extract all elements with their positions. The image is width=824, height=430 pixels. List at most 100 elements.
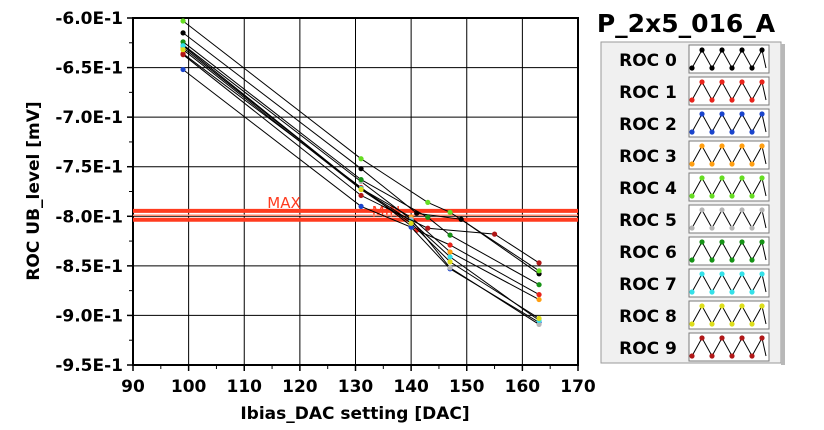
y-tick-label: -8.0E-1 (55, 207, 123, 227)
data-point (408, 220, 414, 226)
legend-swatch-marker (759, 207, 765, 213)
y-axis-title: ROC UB_level [mV] (24, 101, 44, 280)
legend-swatch-marker (759, 239, 765, 245)
legend-swatch-marker (729, 97, 735, 103)
legend-swatch-marker (709, 161, 715, 167)
legend-swatch-marker (749, 257, 755, 263)
data-point (358, 156, 364, 162)
x-tick-label: 130 (338, 377, 374, 397)
legend-swatch-marker (709, 129, 715, 135)
data-point (358, 203, 364, 209)
reference-label-max: MAX (267, 194, 300, 212)
legend-swatch-marker (709, 289, 715, 295)
legend-swatch-marker (739, 47, 745, 53)
y-tick-label: -8.5E-1 (55, 257, 123, 277)
data-point (180, 39, 186, 45)
data-point (358, 186, 364, 193)
legend-swatch-marker (689, 129, 695, 135)
legend-swatch-marker (709, 321, 715, 327)
legend-swatch-marker (749, 353, 755, 359)
data-point (180, 52, 186, 58)
legend-swatch-marker (689, 321, 695, 327)
data-point (536, 296, 542, 303)
legend-swatch-marker (739, 111, 745, 117)
legend-entry-9: ROC 9 (619, 332, 770, 362)
legend-swatch-marker (739, 79, 745, 85)
data-point (536, 321, 542, 327)
legend-swatch-marker (689, 97, 695, 103)
y-tick-label: -9.0E-1 (55, 306, 123, 326)
legend-swatch-marker (749, 289, 755, 295)
legend-swatch-marker (739, 271, 745, 277)
legend-swatch-marker (739, 175, 745, 181)
legend-swatch-marker (739, 207, 745, 213)
x-axis-title: Ibias_DAC setting [DAC] (240, 404, 469, 424)
legend-label: ROC 3 (619, 147, 677, 167)
legend-swatch-marker (749, 129, 755, 135)
data-point (358, 166, 364, 172)
legend-entry-1: ROC 1 (619, 76, 770, 106)
legend-swatch-marker (699, 175, 705, 181)
legend-swatch-marker (689, 193, 695, 199)
legend-label: ROC 2 (619, 115, 677, 135)
legend-entry-8: ROC 8 (619, 300, 770, 330)
legend-swatch-marker (719, 47, 725, 53)
data-point (447, 259, 453, 265)
legend-swatch-marker (689, 353, 695, 359)
legend-swatch-marker (709, 65, 715, 71)
legend-swatch-marker (759, 271, 765, 277)
legend-swatch-marker (749, 65, 755, 71)
legend-swatch-marker (759, 79, 765, 85)
legend-swatch-marker (699, 271, 705, 277)
legend-swatch-marker (739, 239, 745, 245)
legend-swatch-marker (729, 289, 735, 295)
legend-swatch-marker (699, 79, 705, 85)
legend-swatch-marker (749, 321, 755, 327)
legend-swatch-marker (699, 111, 705, 117)
series-roc-9 (180, 52, 542, 266)
data-point (447, 232, 453, 238)
series-roc-6 (180, 39, 542, 288)
legend-swatch-marker (719, 239, 725, 245)
x-tick-label: 110 (227, 377, 263, 397)
y-tick-label: -7.5E-1 (55, 158, 123, 178)
legend-label: ROC 9 (619, 339, 677, 359)
data-point (447, 242, 453, 248)
legend-swatch-marker (729, 129, 735, 135)
legend-swatch-marker (729, 193, 735, 199)
x-tick-label: 140 (393, 377, 429, 397)
x-tick-label: 170 (560, 377, 596, 397)
legend-swatch-marker (709, 193, 715, 199)
legend-swatch-marker (739, 303, 745, 309)
legend-swatch-marker (759, 335, 765, 341)
legend-swatch-marker (699, 47, 705, 53)
legend-swatch-marker (729, 257, 735, 263)
legend-swatch-marker (699, 335, 705, 341)
data-point (491, 231, 498, 237)
legend-swatch-marker (699, 303, 705, 309)
series-roc-8 (180, 47, 542, 322)
legend-shadow (781, 44, 785, 365)
data-point (180, 43, 186, 49)
data-point (447, 254, 453, 260)
legend-label: ROC 7 (619, 275, 677, 295)
grid (133, 18, 578, 365)
data-point (180, 30, 186, 36)
data-point (536, 268, 542, 274)
legend-swatch-marker (689, 257, 695, 263)
legend-swatch-marker (729, 225, 735, 231)
legend-swatch-marker (739, 143, 745, 149)
legend-swatch-marker (749, 97, 755, 103)
legend-swatch-marker (759, 143, 765, 149)
legend-label: ROC 5 (619, 211, 677, 231)
series-roc-4 (180, 18, 542, 274)
y-axis-ticks: -6.0E-1 -6.5E-1 -7.0E-1 -7.5E-1 -8.0E-1 -8.5E… (55, 9, 133, 376)
legend-label: ROC 8 (619, 307, 677, 327)
legend-swatch-marker (749, 161, 755, 167)
legend-entry-5: ROC 5 (619, 204, 770, 234)
legend-label: ROC 6 (619, 243, 677, 263)
data-point (425, 225, 431, 231)
x-tick-label: 100 (171, 377, 207, 397)
legend-swatch-marker (729, 353, 735, 359)
